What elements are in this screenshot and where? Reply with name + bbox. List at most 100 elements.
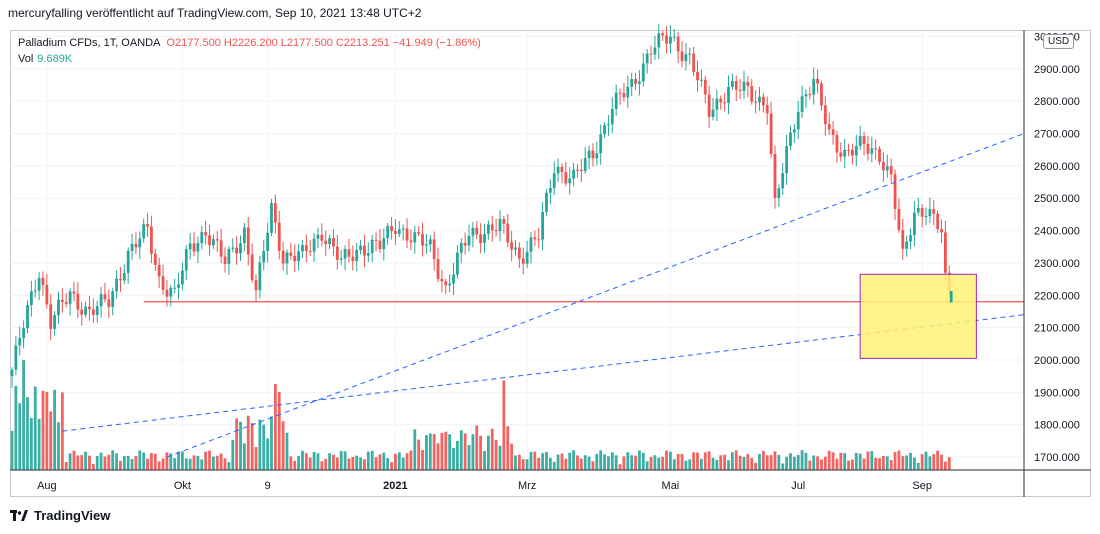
candle-body xyxy=(676,36,680,52)
candle-body xyxy=(707,94,711,117)
candle-body xyxy=(672,36,676,38)
volume-bar xyxy=(467,445,471,470)
volume-bar xyxy=(599,450,603,470)
volume-bar xyxy=(479,435,483,470)
volume-bar xyxy=(301,450,304,470)
legend: Palladium CFDs, 1T, OANDA O2177.500 H2226… xyxy=(18,35,481,67)
candle-body xyxy=(626,86,630,98)
candle-body xyxy=(339,258,343,260)
candle-body xyxy=(862,136,866,145)
candle-body xyxy=(603,125,606,135)
footer-brand: TradingView xyxy=(34,508,111,523)
volume-bar xyxy=(138,450,142,470)
volume-bar xyxy=(134,455,138,470)
volume-bar xyxy=(401,457,405,470)
candle-body xyxy=(41,277,45,286)
volume-bar xyxy=(219,453,223,470)
volume-bar xyxy=(76,455,80,470)
volume-bar xyxy=(235,418,239,470)
volume-bar xyxy=(928,456,932,470)
candle-body xyxy=(115,278,118,292)
volume-bar xyxy=(870,451,874,470)
volume-bar xyxy=(901,456,905,470)
volume-bar xyxy=(641,452,645,470)
candle-body xyxy=(792,129,796,133)
candle-body xyxy=(630,79,634,87)
candle-body xyxy=(839,152,843,157)
candle-body xyxy=(564,172,568,184)
volume-bar xyxy=(800,450,804,470)
candle-body xyxy=(607,124,610,126)
candle-body xyxy=(181,270,184,285)
candle-body xyxy=(645,53,649,64)
candle-body xyxy=(510,242,514,250)
volume-bar xyxy=(610,452,614,470)
candle-body xyxy=(250,254,254,281)
candle-body xyxy=(692,53,696,72)
volume-bar xyxy=(409,450,413,470)
last-candle xyxy=(949,291,953,303)
y-tick-label: 2300.000 xyxy=(1034,258,1080,270)
candle-body xyxy=(703,79,707,95)
candle-body xyxy=(242,227,246,244)
candle-body xyxy=(816,78,819,84)
volume-bar xyxy=(328,453,331,470)
candle-body xyxy=(641,63,645,82)
candle-body xyxy=(467,235,471,246)
candle-body xyxy=(72,291,76,294)
volume-bar xyxy=(947,457,951,470)
candle-body xyxy=(130,243,134,251)
candle-body xyxy=(122,272,126,281)
volume-bar xyxy=(568,452,572,470)
candle-body xyxy=(463,242,467,246)
candle-body xyxy=(808,94,812,96)
candle-body xyxy=(215,239,219,241)
candle-body xyxy=(851,149,854,156)
candle-body xyxy=(556,166,560,174)
volume-bar xyxy=(153,453,157,470)
volume-bar xyxy=(738,455,742,470)
volume-bar xyxy=(494,439,498,470)
candle-body xyxy=(723,102,727,104)
candle-body xyxy=(270,202,273,233)
candle-body xyxy=(727,86,730,104)
candle-body xyxy=(754,101,758,103)
candle-body xyxy=(64,301,68,304)
volume-bar xyxy=(688,459,692,470)
volume-bar xyxy=(843,453,847,470)
volume-bar xyxy=(878,458,881,470)
candle-body xyxy=(425,244,428,246)
ohlc-values: O2177.500 H2226.200 L2177.500 C2213.251 … xyxy=(166,37,481,49)
candle-body xyxy=(417,232,421,234)
volume-bar xyxy=(583,455,587,470)
volume-bar xyxy=(405,453,409,470)
candle-body xyxy=(719,98,723,103)
candle-body xyxy=(545,192,548,213)
candle-body xyxy=(304,245,308,251)
volume-bar xyxy=(514,455,517,470)
candle-body xyxy=(150,226,153,254)
candle-body xyxy=(14,345,18,370)
candle-body xyxy=(866,144,870,154)
candle-body xyxy=(785,146,788,174)
candle-body xyxy=(548,188,552,193)
tradingview-icon xyxy=(10,509,28,522)
candle-body xyxy=(76,293,80,310)
volume-bar xyxy=(506,426,510,470)
candle-body xyxy=(490,224,494,231)
candle-body xyxy=(734,80,738,90)
volume-bar xyxy=(211,456,215,470)
currency-badge[interactable]: USD xyxy=(1043,34,1075,49)
volume-bar xyxy=(692,452,696,470)
volume-bar xyxy=(940,454,943,470)
candle-body xyxy=(932,209,936,214)
candle-body xyxy=(758,96,761,103)
candle-body xyxy=(568,178,572,184)
volume-bar xyxy=(397,452,401,470)
volume-bar xyxy=(920,454,924,470)
volume-bar xyxy=(548,457,552,470)
chart-frame[interactable] xyxy=(10,30,1091,497)
volume-bar xyxy=(80,455,84,470)
candle-body xyxy=(246,227,250,255)
